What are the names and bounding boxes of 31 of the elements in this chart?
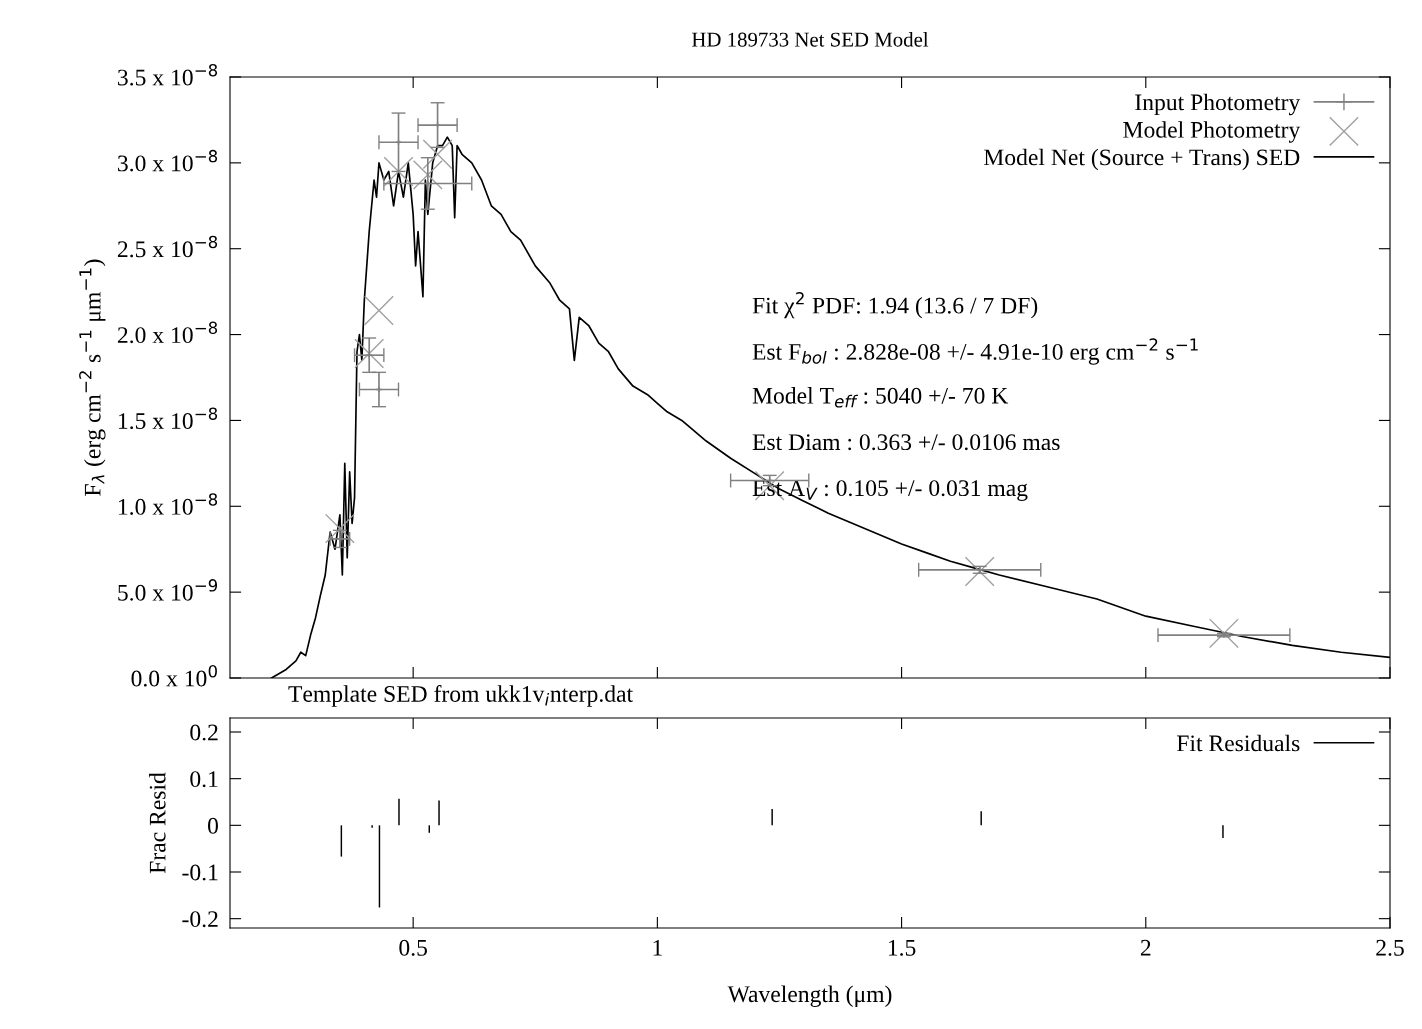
y-tick-label: 3.5 x 10$^{−8}$ [118, 63, 218, 86]
legend-label: Model Photometry [1123, 121, 1301, 143]
legend-label: Input Photometry [1135, 93, 1301, 116]
annotation: Est F$_{bol}$ : 2.828e-08 +/- 4.91e-10 erg cm$^{−2}$ s$^{−1}$ [752, 338, 1198, 365]
legend-label: Fit Residuals [1176, 734, 1300, 752]
y-tick-label: 0 [207, 817, 218, 834]
annotation: Fit χ$^{2}$ PDF: 1.94 (13.6 / 7 DF) [752, 292, 1038, 319]
y-tick-label: 0.1 [190, 771, 218, 788]
y-axis-title: Frac Resid [148, 772, 166, 874]
y-tick-label: -0.2 [182, 911, 218, 928]
text: F$_{λ}$ (erg cm$^{−2}$ s$^{−1}$ μm$^{−1}$) [79, 259, 106, 496]
x-tick-label: 1 [653, 939, 662, 956]
x-tick-label: 0.5 [399, 939, 427, 956]
y-tick-label: 2.0 x 10$^{−8}$ [117, 321, 218, 344]
y-tick-label: -0.1 [182, 864, 218, 881]
y-tick-label: 0.2 [190, 724, 218, 741]
chart-title: HD 189733 Net SED Model [691, 31, 929, 47]
x-tick-label: 2 [1140, 939, 1151, 956]
text: Template SED from ukk1v$_{i}$nterp.dat [288, 685, 633, 707]
y-tick-label: 1.0 x 10$^{−8}$ [118, 493, 218, 515]
x-axis-title: Wavelength (μm) [727, 985, 892, 1007]
y-tick-label: 2.5 x 10$^{−8}$ [117, 235, 218, 258]
annotation: Est Diam : 0.363 +/- 0.0106 mas [752, 434, 1060, 451]
y-tick-label: 5.0 x 10$^{−9}$ [118, 579, 218, 601]
x-tick-label: 1.5 [888, 939, 916, 956]
y-tick-label: 0.0 x 10$^{0}$ [131, 664, 217, 687]
y-tick-label: 1.5 x 10$^{−8}$ [118, 407, 218, 430]
annotation: Model T$_{eff}$ : 5040 +/- 70 K [752, 387, 1009, 408]
y-tick-label: 3.0 x 10$^{−8}$ [118, 149, 218, 172]
x-tick-label: 2.5 [1376, 939, 1404, 956]
legend-label: Model Net (Source + Trans) SED [983, 148, 1300, 171]
